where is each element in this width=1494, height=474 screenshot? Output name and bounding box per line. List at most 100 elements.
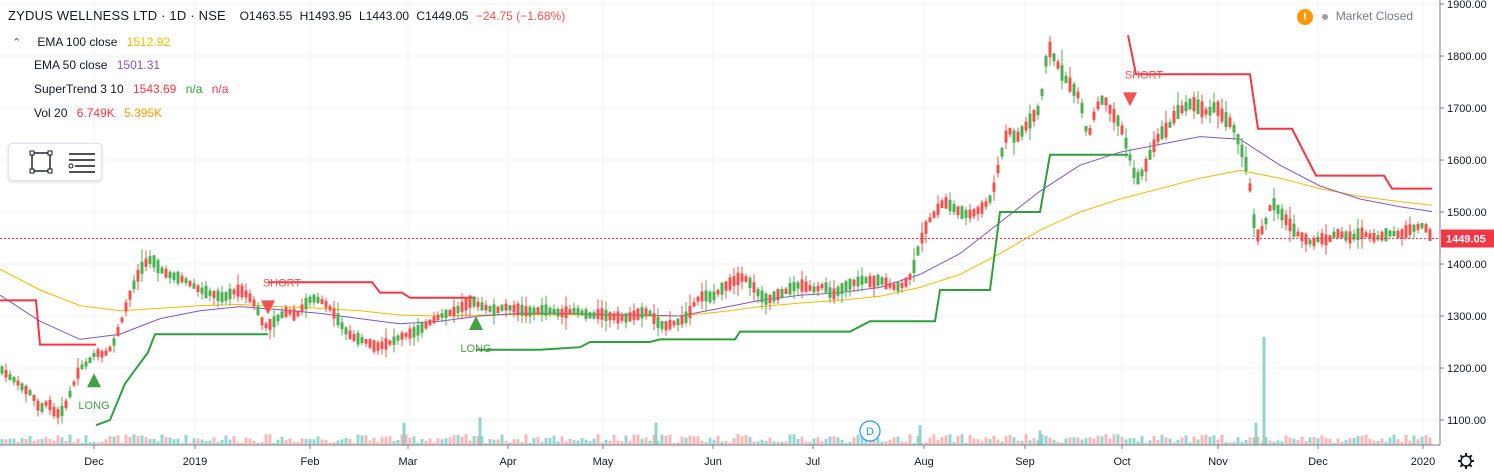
volume-bar — [888, 439, 892, 445]
warning-icon[interactable]: ! — [1297, 9, 1313, 25]
candle-body — [24, 385, 28, 395]
candle-body — [164, 268, 168, 278]
candle-body — [1288, 218, 1292, 232]
volume-bar — [800, 436, 804, 445]
candle-body — [88, 357, 92, 363]
volume-bar — [1272, 441, 1276, 445]
volume-bar — [824, 438, 828, 445]
volume-bar — [288, 438, 292, 445]
candle-body — [584, 309, 588, 319]
candle-body — [892, 283, 896, 290]
volume-bar — [52, 440, 56, 445]
volume-bar — [392, 440, 396, 445]
volume-bar — [1336, 438, 1340, 445]
candle-body — [144, 258, 148, 267]
volume-bar — [1124, 439, 1128, 445]
market-status[interactable]: ! Market Closed — [1297, 9, 1413, 25]
candle-body — [80, 364, 84, 370]
candle-body — [716, 289, 720, 295]
volume-bar — [1084, 438, 1088, 445]
candle-body — [560, 308, 564, 318]
volume-bar — [812, 438, 816, 445]
volume-bar — [654, 422, 658, 445]
indicator-ema100[interactable]: ⌃ EMA 100 close 1512.92 — [12, 35, 170, 49]
x-tick-label: Jul — [806, 456, 820, 468]
candle-body — [860, 275, 864, 285]
supertrend-segment — [268, 281, 476, 299]
volume-bar — [876, 437, 880, 445]
volume-bar — [480, 436, 484, 445]
candle-body — [116, 327, 120, 337]
volume-bar — [680, 436, 684, 445]
candle-body — [1404, 225, 1408, 238]
volume-bar — [1184, 435, 1188, 445]
candle-body — [992, 182, 996, 192]
volume-bar — [1004, 435, 1008, 445]
indicator-supertrend[interactable]: SuperTrend 3 10 1543.69 n/a n/a — [34, 82, 228, 96]
volume-bar — [416, 442, 420, 445]
volume-bar — [1224, 442, 1228, 445]
candle-body — [176, 271, 180, 284]
y-tick-label: 1200.00 — [1447, 363, 1487, 375]
candle-body — [696, 296, 700, 302]
change-value: −24.75 (−1.68%) — [475, 9, 566, 23]
symbol-header: ZYDUS WELLNESS LTD · 1D · NSE O1463.55 H… — [8, 8, 569, 23]
candle-body — [596, 309, 600, 320]
candle-body — [1296, 231, 1300, 237]
volume-bar — [852, 437, 856, 445]
time-axis[interactable]: Dec 2019 Feb Mar Apr May Jun Jul Aug Sep Oct Nov Dec… — [0, 444, 1474, 469]
volume-bar — [1240, 441, 1244, 445]
volume-bar — [688, 435, 692, 445]
price-axis[interactable]: 1100.00 1200.00 1300.00 1400.00 1500.00 1600.… — [1439, 0, 1487, 445]
y-tick-label: 1800.00 — [1447, 51, 1487, 63]
volume-bar — [1016, 440, 1020, 445]
volume-bar — [908, 434, 912, 445]
candle-body — [1392, 230, 1396, 236]
candle-body — [20, 383, 24, 391]
candle-body — [1008, 128, 1012, 135]
volume-bar — [328, 442, 332, 445]
candle-body — [400, 332, 404, 340]
volume-bar — [664, 436, 668, 445]
candle-body — [908, 274, 912, 280]
volume-bar — [1088, 437, 1092, 445]
volume-bar — [716, 435, 720, 445]
volume-bar — [308, 439, 312, 445]
volume-bar — [472, 435, 476, 445]
volume-bar — [944, 435, 948, 445]
volume-bar — [468, 440, 472, 445]
volume-bar — [1352, 437, 1356, 445]
volume-bar — [828, 436, 832, 445]
candle-body — [72, 381, 76, 386]
volume-bar — [348, 438, 352, 445]
y-tick-label: 1500.00 — [1447, 207, 1487, 219]
candle-body — [780, 288, 784, 298]
symbol-title[interactable]: ZYDUS WELLNESS LTD · 1D · NSE — [8, 8, 226, 23]
supertrend-line — [0, 34, 1432, 427]
volume-bar — [448, 437, 452, 445]
candle-body — [420, 322, 424, 333]
candle-body — [1388, 230, 1392, 237]
candle-body — [888, 283, 892, 288]
indicator-ema50[interactable]: EMA 50 close 1501.31 — [34, 58, 160, 72]
settings-gear-icon[interactable] — [1458, 453, 1474, 469]
fib-levels-icon[interactable] — [67, 150, 97, 174]
volume-bar — [628, 440, 632, 445]
candle-body — [1148, 149, 1152, 160]
volume-bar — [1060, 442, 1064, 445]
candle-body — [1116, 115, 1120, 127]
x-tick-label: 2019 — [183, 456, 207, 468]
candle-body — [280, 311, 284, 318]
volume-bar — [1164, 437, 1168, 445]
volume-bar — [956, 435, 960, 445]
collapse-chevron-icon[interactable]: ⌃ — [12, 37, 22, 49]
volume-bar — [1256, 436, 1260, 445]
candle-body — [1108, 104, 1112, 114]
indicator-volume[interactable]: Vol 20 6.749K 5.395K — [34, 106, 162, 120]
candle-body — [36, 400, 40, 411]
rectangle-icon[interactable] — [27, 150, 57, 174]
candle-body — [1232, 124, 1236, 133]
candle-body — [660, 321, 664, 330]
volume-bar — [72, 442, 76, 445]
